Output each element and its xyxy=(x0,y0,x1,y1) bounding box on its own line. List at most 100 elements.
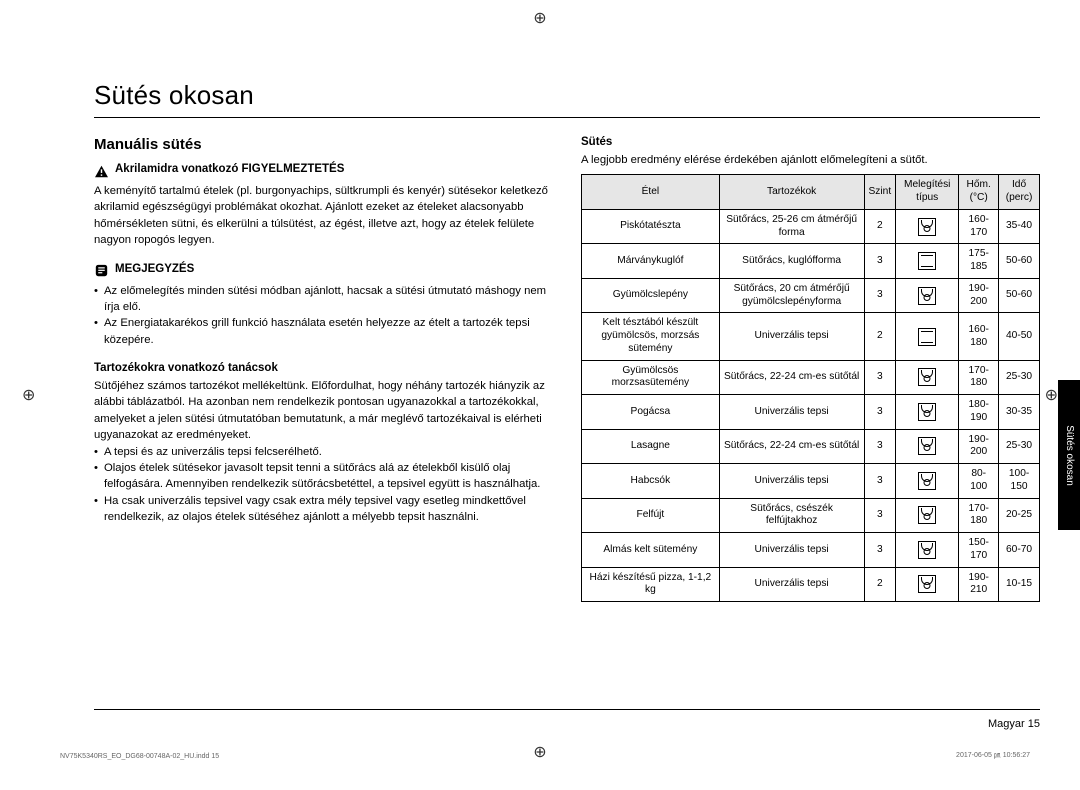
list-item: Olajos ételek sütésekor javasolt tepsit … xyxy=(94,460,553,493)
td-mode xyxy=(896,533,959,568)
th-time: Idő (perc) xyxy=(999,175,1040,210)
table-row: HabcsókUniverzális tepsi380-100100-150 xyxy=(582,464,1040,499)
td-time: 50-60 xyxy=(999,278,1040,313)
heating-mode-icon xyxy=(918,218,936,236)
td-level: 3 xyxy=(864,360,896,395)
table-row: Almás kelt süteményUniverzális tepsi3 150… xyxy=(582,533,1040,568)
td-level: 2 xyxy=(864,313,896,360)
td-level: 2 xyxy=(864,567,896,602)
td-acc: Univerzális tepsi xyxy=(719,464,864,499)
footer-left: NV75K5340RS_EO_DG68-00748A-02_HU.indd 15 xyxy=(60,753,219,760)
td-temp: 170-180 xyxy=(959,498,999,533)
td-temp: 190-210 xyxy=(959,567,999,602)
td-time: 100-150 xyxy=(999,464,1040,499)
th-level: Szint xyxy=(864,175,896,210)
td-time: 50-60 xyxy=(999,244,1040,279)
side-tab: Sütés okosan xyxy=(1058,380,1080,530)
heating-mode-icon xyxy=(918,403,936,421)
th-temp: Hőm. (°C) xyxy=(959,175,999,210)
heating-mode-icon xyxy=(918,575,936,593)
title-rule xyxy=(94,117,1040,118)
td-time: 35-40 xyxy=(999,209,1040,244)
td-level: 3 xyxy=(864,395,896,430)
td-time: 40-50 xyxy=(999,313,1040,360)
td-food: Felfújt xyxy=(582,498,720,533)
td-food: Almás kelt sütemény xyxy=(582,533,720,568)
td-mode xyxy=(896,313,959,360)
td-time: 20-25 xyxy=(999,498,1040,533)
td-food: Gyümölcslepény xyxy=(582,278,720,313)
td-acc: Sütőrács, 25-26 cm átmérőjű forma xyxy=(719,209,864,244)
baking-table: Étel Tartozékok Szint Melegítési típus H… xyxy=(581,174,1040,602)
table-row: Gyümölcsös morzsasüteménySütőrács, 22-24… xyxy=(582,360,1040,395)
td-temp: 190-200 xyxy=(959,278,999,313)
crop-mark-bottom: ⊕ xyxy=(533,742,546,762)
td-time: 25-30 xyxy=(999,429,1040,464)
tips-label: Tartozékokra vonatkozó tanácsok xyxy=(94,362,553,374)
table-row: MárványkuglófSütőrács, kuglófforma3175-1… xyxy=(582,244,1040,279)
heating-mode-icon xyxy=(918,252,936,270)
td-acc: Univerzális tepsi xyxy=(719,533,864,568)
td-level: 3 xyxy=(864,278,896,313)
td-acc: Univerzális tepsi xyxy=(719,567,864,602)
list-item: Az előmelegítés minden sütési módban ajá… xyxy=(94,283,553,316)
td-temp: 180-190 xyxy=(959,395,999,430)
heating-mode-icon xyxy=(918,472,936,490)
td-acc: Sütőrács, 22-24 cm-es sütőtál xyxy=(719,429,864,464)
table-row: LasagneSütőrács, 22-24 cm-es sütőtál3190… xyxy=(582,429,1040,464)
td-mode xyxy=(896,209,959,244)
footer-right: 2017-06-05 ㏘ 10:56:27 xyxy=(956,750,1030,760)
td-acc: Sütőrács, 22-24 cm-es sütőtál xyxy=(719,360,864,395)
td-mode xyxy=(896,278,959,313)
note-row: MEGJEGYZÉS xyxy=(94,263,553,279)
note-icon xyxy=(94,264,109,277)
heating-mode-icon xyxy=(918,541,936,559)
warning-icon xyxy=(94,165,109,178)
tips-text: Sütőjéhez számos tartozékot mellékeltünk… xyxy=(94,378,553,444)
td-level: 2 xyxy=(864,209,896,244)
td-food: Házi készítésű pizza, 1-1,2 kg xyxy=(582,567,720,602)
page-number: Magyar 15 xyxy=(988,718,1040,730)
heating-mode-icon xyxy=(918,437,936,455)
heating-mode-icon xyxy=(918,287,936,305)
page-title: Sütés okosan xyxy=(94,80,1040,111)
table-row: PiskótatésztaSütőrács, 25-26 cm átmérőjű… xyxy=(582,209,1040,244)
td-mode xyxy=(896,395,959,430)
table-row: PogácsaUniverzális tepsi3180-19030-35 xyxy=(582,395,1040,430)
td-level: 3 xyxy=(864,498,896,533)
td-mode xyxy=(896,567,959,602)
td-time: 25-30 xyxy=(999,360,1040,395)
th-mode: Melegítési típus xyxy=(896,175,959,210)
crop-mark-left: ⊕ xyxy=(22,385,35,405)
td-temp: 150-170 xyxy=(959,533,999,568)
list-item: Az Energiatakarékos grill funkció haszná… xyxy=(94,315,553,348)
td-acc: Univerzális tepsi xyxy=(719,395,864,430)
td-food: Kelt tésztából készült gyümölcsös, morzs… xyxy=(582,313,720,360)
table-row: GyümölcslepénySütőrács, 20 cm átmérőjű g… xyxy=(582,278,1040,313)
td-temp: 190-200 xyxy=(959,429,999,464)
td-mode xyxy=(896,429,959,464)
left-column: Manuális sütés Akrilamidra vonatkozó FIG… xyxy=(94,136,553,602)
td-acc: Sütőrács, 20 cm átmérőjű gyümölcslepényf… xyxy=(719,278,864,313)
page-content: Sütés okosan Manuális sütés Akrilamidra … xyxy=(94,80,1040,740)
td-level: 3 xyxy=(864,533,896,568)
warning-label: Akrilamidra vonatkozó FIGYELMEZTETÉS xyxy=(115,163,344,175)
right-intro: A legjobb eredmény elérése érdekében ajá… xyxy=(581,152,1040,168)
td-level: 3 xyxy=(864,464,896,499)
td-food: Gyümölcsös morzsasütemény xyxy=(582,360,720,395)
td-acc: Sütőrács, kuglófforma xyxy=(719,244,864,279)
td-temp: 175-185 xyxy=(959,244,999,279)
list-item: Ha csak univerzális tepsivel vagy csak e… xyxy=(94,493,553,526)
note-label: MEGJEGYZÉS xyxy=(115,263,194,275)
heating-mode-icon xyxy=(918,506,936,524)
table-row: FelfújtSütőrács, csészék felfújtakhoz317… xyxy=(582,498,1040,533)
table-row: Házi készítésű pizza, 1-1,2 kgUniverzáli… xyxy=(582,567,1040,602)
td-time: 10-15 xyxy=(999,567,1040,602)
td-level: 3 xyxy=(864,244,896,279)
crop-mark-right: ⊕ xyxy=(1045,385,1058,405)
td-temp: 170-180 xyxy=(959,360,999,395)
tips-list: A tepsi és az univerzális tepsi felcseré… xyxy=(94,444,553,526)
td-level: 3 xyxy=(864,429,896,464)
td-food: Piskótatészta xyxy=(582,209,720,244)
heating-mode-icon xyxy=(918,368,936,386)
